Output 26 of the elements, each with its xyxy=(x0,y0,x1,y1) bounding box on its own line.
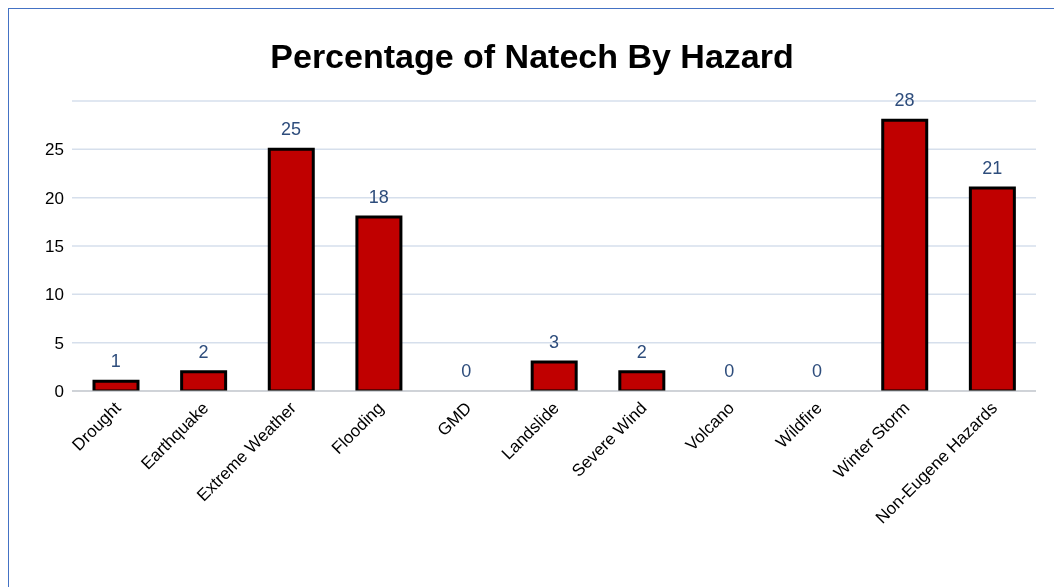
data-label: 21 xyxy=(982,158,1003,178)
bar xyxy=(618,370,666,391)
bar xyxy=(92,379,140,391)
y-tick-label: 10 xyxy=(45,285,64,305)
data-label: 1 xyxy=(110,351,121,372)
data-label: 28 xyxy=(894,90,915,111)
data-label: 25 xyxy=(281,119,302,140)
y-tick-label: 5 xyxy=(54,333,64,353)
data-label: 2 xyxy=(636,341,647,362)
bar xyxy=(881,118,929,391)
data-label: 3 xyxy=(548,332,560,352)
data-label: 2 xyxy=(198,341,209,362)
bar xyxy=(968,186,1016,391)
data-label: 0 xyxy=(461,361,472,381)
data-label: 0 xyxy=(811,361,822,381)
y-tick-label: 0 xyxy=(54,382,64,402)
y-tick-label: 20 xyxy=(45,188,64,208)
y-tick-label: 15 xyxy=(45,237,64,257)
bar xyxy=(180,370,228,391)
bar xyxy=(355,215,403,391)
bar xyxy=(267,147,315,391)
bar xyxy=(530,360,578,391)
y-tick-label: 25 xyxy=(45,140,64,160)
data-label: 0 xyxy=(724,361,735,381)
chart-title: Percentage of Natech By Hazard xyxy=(269,37,795,76)
data-label: 18 xyxy=(368,187,389,207)
